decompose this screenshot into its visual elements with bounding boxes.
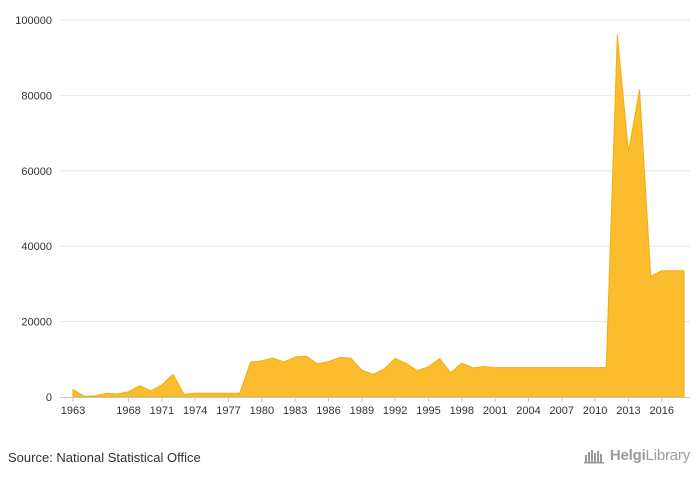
x-tick-label: 1977 bbox=[216, 405, 240, 417]
x-tick-label: 1963 bbox=[61, 405, 85, 417]
x-tick-label: 1992 bbox=[383, 405, 407, 417]
x-tick-label: 2010 bbox=[583, 405, 607, 417]
logo-prefix: Helgi bbox=[609, 447, 646, 464]
x-tick-label: 1971 bbox=[150, 405, 174, 417]
helgi-library-logo[interactable]: HelgiLibrary bbox=[583, 447, 690, 464]
x-tick-label: 1995 bbox=[416, 405, 440, 417]
data-area-series bbox=[72, 34, 685, 398]
y-tick-label: 20000 bbox=[21, 317, 52, 329]
y-tick-label: 0 bbox=[46, 392, 52, 404]
x-tick-label: 2004 bbox=[516, 405, 540, 417]
y-tick-label: 40000 bbox=[21, 241, 52, 253]
y-tick-label: 60000 bbox=[21, 166, 52, 178]
y-tick-label: 100000 bbox=[15, 15, 52, 27]
gridlines bbox=[60, 19, 690, 323]
y-tick-label: 80000 bbox=[21, 90, 52, 102]
y-axis-tick-labels: 0 20000 40000 60000 80000 100000 bbox=[15, 15, 52, 404]
x-tick-label: 2001 bbox=[483, 405, 507, 417]
x-tick-label: 1968 bbox=[116, 405, 140, 417]
logo-suffix: Library bbox=[645, 447, 691, 464]
x-tick-label: 1980 bbox=[250, 405, 274, 417]
x-tick-label: 2007 bbox=[550, 405, 574, 417]
source-note: Source: National Statistical Office bbox=[8, 450, 201, 465]
x-axis-tick-labels: 1963 1968 1971 1974 1977 1980 1983 1986 1989 1992… bbox=[61, 397, 674, 417]
x-tick-label: 2016 bbox=[650, 405, 674, 417]
x-tick-label: 1983 bbox=[283, 405, 307, 417]
logo-wordmark: HelgiLibrary bbox=[610, 447, 690, 464]
x-tick-label: 1989 bbox=[350, 405, 374, 417]
area-chart: 0 20000 40000 60000 80000 100000 1963 1968 1971… bbox=[15, 15, 690, 417]
x-tick-label: 1986 bbox=[316, 405, 340, 417]
x-tick-label: 1974 bbox=[183, 405, 207, 417]
x-tick-label: 2013 bbox=[616, 405, 640, 417]
x-tick-label: 1998 bbox=[450, 405, 474, 417]
city-skyline-icon bbox=[583, 449, 604, 463]
